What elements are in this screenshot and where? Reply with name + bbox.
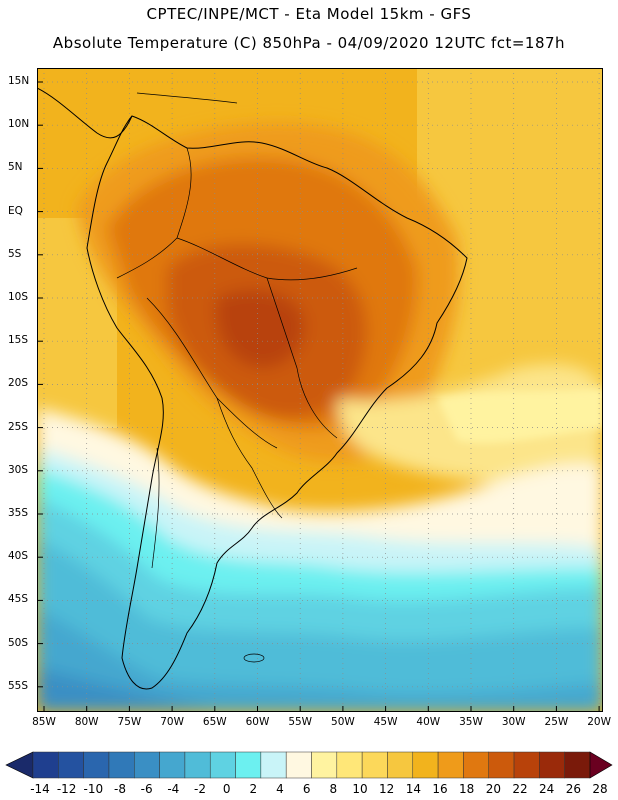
- colorbar-label: 4: [276, 782, 284, 796]
- temperature-map: [37, 68, 603, 712]
- colorbar-cell: [209, 751, 236, 779]
- colorbar-label: -8: [114, 782, 126, 796]
- lat-label: EQ: [8, 204, 23, 217]
- colorbar-label: 26: [565, 782, 581, 796]
- colorbar-label: 20: [485, 782, 501, 796]
- colorbar-cell: [539, 751, 565, 779]
- lon-label: 70W: [160, 716, 184, 728]
- colorbar-cell: [58, 751, 84, 779]
- lon-label: 75W: [117, 716, 142, 728]
- colorbar-cell: [488, 751, 515, 779]
- colorbar-label: 12: [379, 782, 395, 796]
- colorbar-label: -12: [56, 782, 77, 796]
- lat-label: 15N: [8, 75, 30, 87]
- colorbar-cell: [513, 751, 540, 779]
- colorbar-label: 10: [352, 782, 368, 796]
- colorbar-cell: [463, 751, 489, 779]
- chart-title-line1: CPTEC/INPE/MCT - Eta Model 15km - GFS: [146, 5, 472, 23]
- lat-label: 5S: [8, 247, 22, 260]
- colorbar-cell: [437, 751, 464, 779]
- caribbean-outline: [136, 92, 238, 104]
- lat-label: 5N: [8, 161, 23, 174]
- central-america-outline: [37, 87, 133, 139]
- colorbar-low-arrow: [5, 751, 34, 779]
- colorbar-cell: [108, 751, 135, 779]
- lat-label: 45S: [8, 593, 29, 606]
- lat-label: 50S: [8, 636, 29, 649]
- continent-outline: [86, 115, 468, 690]
- lon-label: 65W: [202, 716, 227, 728]
- field-minus2-0C: [37, 538, 603, 712]
- border-argentina: [216, 397, 283, 519]
- colorbar-label: 18: [459, 782, 475, 796]
- colorbar-high-arrow: [589, 751, 613, 779]
- lon-label: 50W: [331, 716, 355, 728]
- lat-label: 20S: [8, 377, 29, 390]
- colorbar-cell: [361, 751, 388, 779]
- field-minus4-minus2C: [37, 608, 603, 712]
- lat-label: 10S: [8, 291, 29, 303]
- colorbar-cell: [134, 751, 160, 779]
- lon-label: 35W: [459, 716, 483, 728]
- colorbar-cell: [235, 751, 262, 779]
- colorbar-cell: [32, 751, 59, 779]
- border-colombia: [116, 147, 192, 279]
- border-chile: [151, 447, 160, 569]
- colorbar-cell: [285, 751, 312, 779]
- colorbar: [5, 751, 613, 779]
- lon-label: 30W: [501, 716, 526, 728]
- lat-label: 15S: [8, 334, 29, 347]
- lat-label: 10N: [8, 118, 30, 131]
- colorbar-label: -10: [83, 782, 104, 796]
- colorbar-cell: [336, 751, 363, 779]
- lon-label: 60W: [245, 716, 270, 728]
- chart-title-line2: Absolute Temperature (C) 850hPa - 04/09/…: [52, 34, 566, 52]
- field-minus6-minus4C: [37, 668, 217, 712]
- border-peru-bolivia: [146, 297, 278, 449]
- colorbar-cell: [311, 751, 338, 779]
- lat-label: 35S: [8, 507, 29, 519]
- lon-label: 25W: [544, 716, 569, 728]
- colorbar-cell: [387, 751, 414, 779]
- map-frame: [37, 68, 603, 712]
- colorbar-label: 16: [432, 782, 448, 796]
- colorbar-label: 0: [222, 782, 231, 796]
- colorbar-label: 2: [249, 782, 258, 796]
- colorbar-cell: [83, 751, 110, 779]
- colorbar-label: 22: [512, 782, 528, 796]
- lat-label: 25S: [8, 420, 29, 433]
- axis-ticks: [37, 81, 600, 712]
- colorbar-label: 8: [329, 782, 338, 796]
- border-brazil-states: [266, 277, 338, 439]
- colorbar-label: 24: [539, 782, 555, 796]
- lon-label: 40W: [416, 716, 441, 728]
- colorbar-cell: [260, 751, 287, 779]
- colorbar-label: -2: [194, 782, 206, 796]
- field-10-12C-strip: [437, 388, 603, 443]
- field-24-26C: [216, 289, 305, 368]
- colorbar-cell: [412, 751, 439, 779]
- falklands-outline: [243, 653, 265, 663]
- lon-label: 45W: [373, 716, 398, 728]
- lat-label: 40S: [8, 550, 29, 563]
- colorbar-label: -4: [167, 782, 180, 796]
- colorbar-label: -6: [140, 782, 153, 796]
- colorbar-label: -14: [30, 782, 50, 796]
- colorbar-cell: [564, 751, 591, 779]
- colorbar-label: 14: [405, 782, 421, 796]
- lon-label: 55W: [288, 716, 313, 728]
- colorbar-cell: [184, 751, 211, 779]
- lat-label: 55S: [8, 679, 29, 692]
- colorbar-label: 6: [302, 782, 311, 796]
- lon-label: 85W: [32, 716, 56, 728]
- lon-label: 80W: [74, 716, 99, 728]
- colorbar-label: 28: [592, 782, 608, 796]
- lat-label: 30S: [8, 463, 29, 476]
- colorbar-cell: [159, 751, 186, 779]
- lon-label: 20W: [587, 716, 611, 728]
